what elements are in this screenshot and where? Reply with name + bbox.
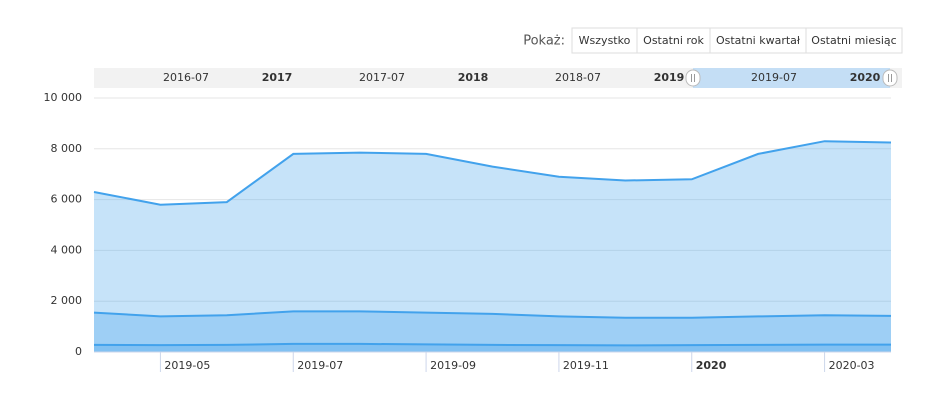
x-tick-label: 2020 [696, 359, 727, 372]
range-button-label[interactable]: Ostatni rok [643, 34, 704, 47]
range-button-label[interactable]: Ostatni kwartał [716, 34, 801, 47]
navigator-label: 2017 [262, 71, 293, 84]
range-button[interactable] [709, 27, 807, 54]
area-fill [94, 311, 891, 352]
area-fill [94, 141, 891, 352]
y-tick-label: 8 000 [51, 142, 83, 155]
y-tick-label: 10 000 [44, 91, 83, 104]
navigator-handle[interactable] [685, 69, 701, 87]
range-label: Pokaż: [523, 34, 565, 49]
navigator-handle[interactable] [882, 69, 898, 87]
navigator-label: 2017-07 [359, 71, 405, 84]
y-tick-label: 0 [75, 345, 82, 358]
range-button-label[interactable]: Wszystko [579, 34, 631, 47]
x-tick-label: 2019-09 [430, 359, 476, 372]
navigator-label: 2020 [850, 71, 881, 84]
area-line [93, 310, 892, 319]
navigator-label: 2018 [458, 71, 489, 84]
area-line [93, 342, 891, 347]
navigator-label: 2016-07 [163, 71, 209, 84]
range-button[interactable] [571, 27, 638, 54]
x-tick-label: 2019-11 [563, 359, 609, 372]
x-tick-label: 2020-03 [829, 359, 875, 372]
navigator-label: 2018-07 [555, 71, 601, 84]
range-button[interactable] [805, 27, 903, 54]
x-tick-label: 2019-05 [164, 359, 210, 372]
y-tick-label: 4 000 [51, 243, 83, 256]
x-tick-label: 2019-07 [297, 359, 343, 372]
range-button-label[interactable]: Ostatni miesiąc [811, 34, 896, 47]
navigator-label: 2019 [654, 71, 685, 84]
y-tick-label: 2 000 [51, 294, 83, 307]
navigator-selection[interactable] [693, 68, 890, 88]
navigator-label: 2019-07 [751, 71, 797, 84]
area-line [93, 140, 892, 206]
y-tick-label: 6 000 [51, 193, 83, 206]
